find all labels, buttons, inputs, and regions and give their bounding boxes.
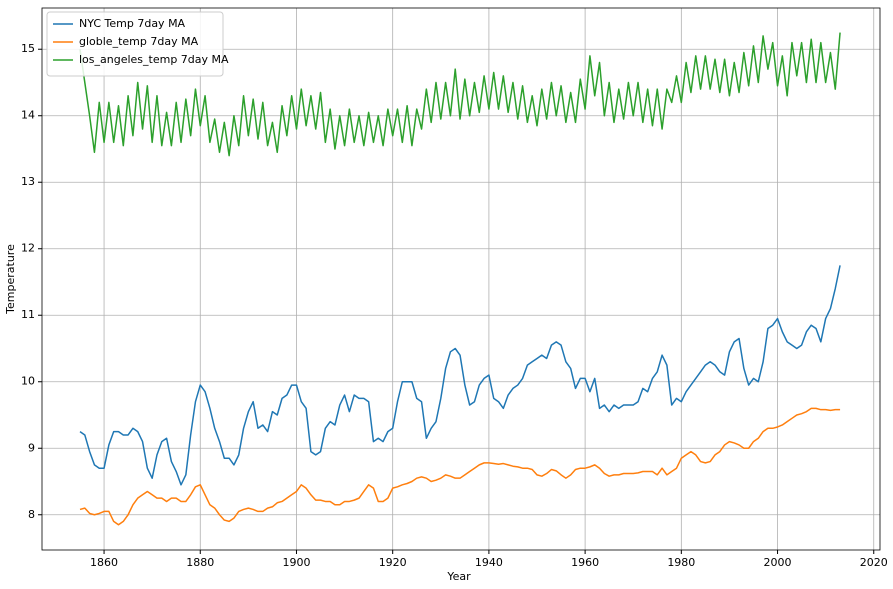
legend-box [46,11,224,77]
x-tick-label: 2000 [764,556,792,569]
series-line [79,407,841,526]
y-tick-label: 10 [21,375,35,388]
x-tick-label: 1860 [90,556,118,569]
y-tick-label: 13 [21,175,35,188]
plot-frame [41,7,881,551]
y-tick-label: 12 [21,242,35,255]
series-line [79,32,841,157]
y-tick-label: 11 [21,308,35,321]
x-tick-label: 1980 [667,556,695,569]
x-tick-label: 1920 [379,556,407,569]
legend-label: NYC Temp 7day MA [79,17,186,30]
y-tick-label: 9 [28,441,35,454]
y-tick-label: 14 [21,109,35,122]
x-tick-label: 1880 [186,556,214,569]
series-line [79,265,841,486]
y-tick-label: 8 [28,508,35,521]
x-tick-label: 1960 [571,556,599,569]
y-tick-label: 15 [21,42,35,55]
x-tick-label: 2020 [860,556,888,569]
y-axis-label: Temperature [4,244,17,315]
legend-label: los_angeles_temp 7day MA [79,53,229,66]
x-axis-label: Year [446,570,471,583]
x-tick-label: 1940 [475,556,503,569]
legend-label: globle_temp 7day MA [79,35,199,48]
x-tick-label: 1900 [282,556,310,569]
